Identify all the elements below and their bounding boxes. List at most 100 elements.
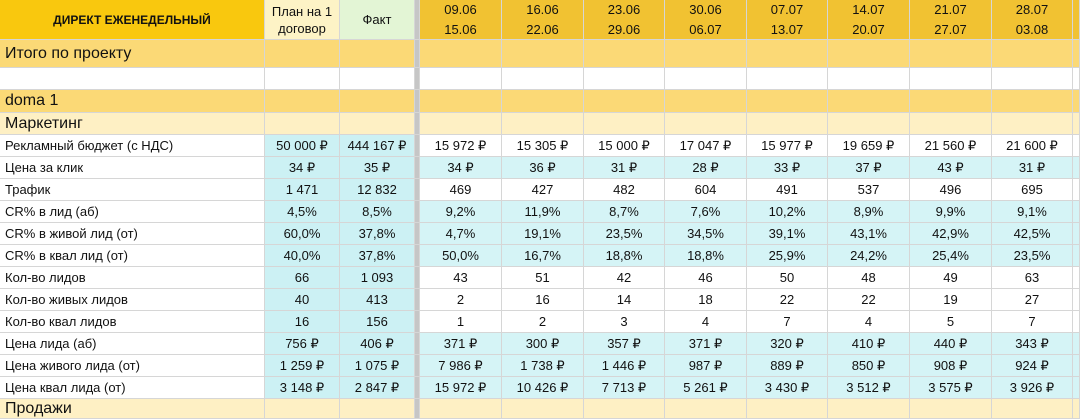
week-value: 371 ₽: [665, 333, 747, 355]
week-value: 25,4%: [910, 245, 992, 267]
week-value: 10 426 ₽: [502, 377, 584, 399]
row-label: Цена лида (аб): [0, 333, 265, 355]
empty-cell: [1073, 377, 1080, 399]
freeze-divider: [415, 0, 420, 40]
week-value: 850 ₽: [828, 355, 910, 377]
week-value: 3 430 ₽: [747, 377, 828, 399]
week-value: 31 ₽: [992, 157, 1073, 179]
empty-cell: [665, 113, 747, 135]
freeze-divider: [415, 179, 420, 201]
week-value: 3 575 ₽: [910, 377, 992, 399]
empty-cell: [665, 399, 747, 419]
row-label: Цена за клик: [0, 157, 265, 179]
row-label: Цена квал лида (от): [0, 377, 265, 399]
fact-value: 35 ₽: [340, 157, 415, 179]
empty-cell: [1073, 311, 1080, 333]
empty-cell: [910, 68, 992, 90]
week-value: 63: [992, 267, 1073, 289]
week-date: 16.06: [526, 2, 559, 18]
empty-cell: [1073, 113, 1080, 135]
week-value: 7: [992, 311, 1073, 333]
week-value: 27: [992, 289, 1073, 311]
week-value: 10,2%: [747, 201, 828, 223]
empty-cell: [665, 40, 747, 68]
empty-cell: [265, 113, 340, 135]
week-value: 537: [828, 179, 910, 201]
fact-value: 156: [340, 311, 415, 333]
empty-cell: [265, 68, 340, 90]
week-value: 1: [420, 311, 502, 333]
empty-cell: [1073, 223, 1080, 245]
empty-cell: [340, 113, 415, 135]
sheet-title: ДИРЕКТ ЕЖЕНЕДЕЛЬНЫЙ: [0, 0, 265, 40]
empty-cell: [747, 113, 828, 135]
week-value: 427: [502, 179, 584, 201]
section-label: Продажи: [0, 399, 265, 419]
row-label: Трафик: [0, 179, 265, 201]
week-value: 3 512 ₽: [828, 377, 910, 399]
week-value: 19,1%: [502, 223, 584, 245]
empty-cell: [1073, 0, 1080, 40]
week-value: 7 986 ₽: [420, 355, 502, 377]
empty-cell: [828, 68, 910, 90]
empty-cell: [1073, 355, 1080, 377]
week-value: 18,8%: [665, 245, 747, 267]
week-value: 19 659 ₽: [828, 135, 910, 157]
empty-cell: [340, 68, 415, 90]
empty-cell: [1073, 267, 1080, 289]
empty-cell: [665, 68, 747, 90]
week-value: 16,7%: [502, 245, 584, 267]
empty-cell: [747, 68, 828, 90]
week-date: 09.06: [444, 2, 477, 18]
week-value: 18: [665, 289, 747, 311]
fact-value: 413: [340, 289, 415, 311]
freeze-divider: [415, 289, 420, 311]
empty-cell: [910, 90, 992, 113]
week-value: 4: [665, 311, 747, 333]
week-value: 51: [502, 267, 584, 289]
week-value: 9,2%: [420, 201, 502, 223]
plan-value: 3 148 ₽: [265, 377, 340, 399]
week-value: 1 446 ₽: [584, 355, 665, 377]
empty-cell: [340, 90, 415, 113]
empty-cell: [992, 90, 1073, 113]
fact-header: Факт: [340, 0, 415, 40]
row-label: Кол-во лидов: [0, 267, 265, 289]
empty-cell: [747, 90, 828, 113]
empty-cell: [584, 40, 665, 68]
empty-cell: [265, 90, 340, 113]
empty-cell: [502, 40, 584, 68]
week-value: 410 ₽: [828, 333, 910, 355]
week-value: 43: [420, 267, 502, 289]
empty-cell: [584, 113, 665, 135]
week-value: 987 ₽: [665, 355, 747, 377]
week-value: 42,5%: [992, 223, 1073, 245]
week-value: 496: [910, 179, 992, 201]
week-value: 46: [665, 267, 747, 289]
week-header: 28.07 03.08: [992, 0, 1073, 40]
empty-cell: [1073, 135, 1080, 157]
empty-cell: [828, 399, 910, 419]
week-value: 924 ₽: [992, 355, 1073, 377]
empty-cell: [1073, 90, 1080, 113]
week-date: 22.06: [526, 21, 559, 37]
plan-value: 1 259 ₽: [265, 355, 340, 377]
week-date: 06.07: [689, 21, 722, 37]
empty-cell: [828, 40, 910, 68]
freeze-divider: [415, 201, 420, 223]
plan-value: 34 ₽: [265, 157, 340, 179]
week-value: 23,5%: [992, 245, 1073, 267]
freeze-divider: [415, 311, 420, 333]
freeze-divider: [415, 135, 420, 157]
week-date: 27.07: [934, 21, 967, 37]
fact-value: 2 847 ₽: [340, 377, 415, 399]
week-value: 31 ₽: [584, 157, 665, 179]
week-value: 482: [584, 179, 665, 201]
week-date: 28.07: [1015, 2, 1049, 18]
week-value: 23,5%: [584, 223, 665, 245]
week-value: 21 600 ₽: [992, 135, 1073, 157]
week-value: 440 ₽: [910, 333, 992, 355]
week-value: 33 ₽: [747, 157, 828, 179]
plan-value: 16: [265, 311, 340, 333]
week-date: 23.06: [607, 2, 641, 18]
